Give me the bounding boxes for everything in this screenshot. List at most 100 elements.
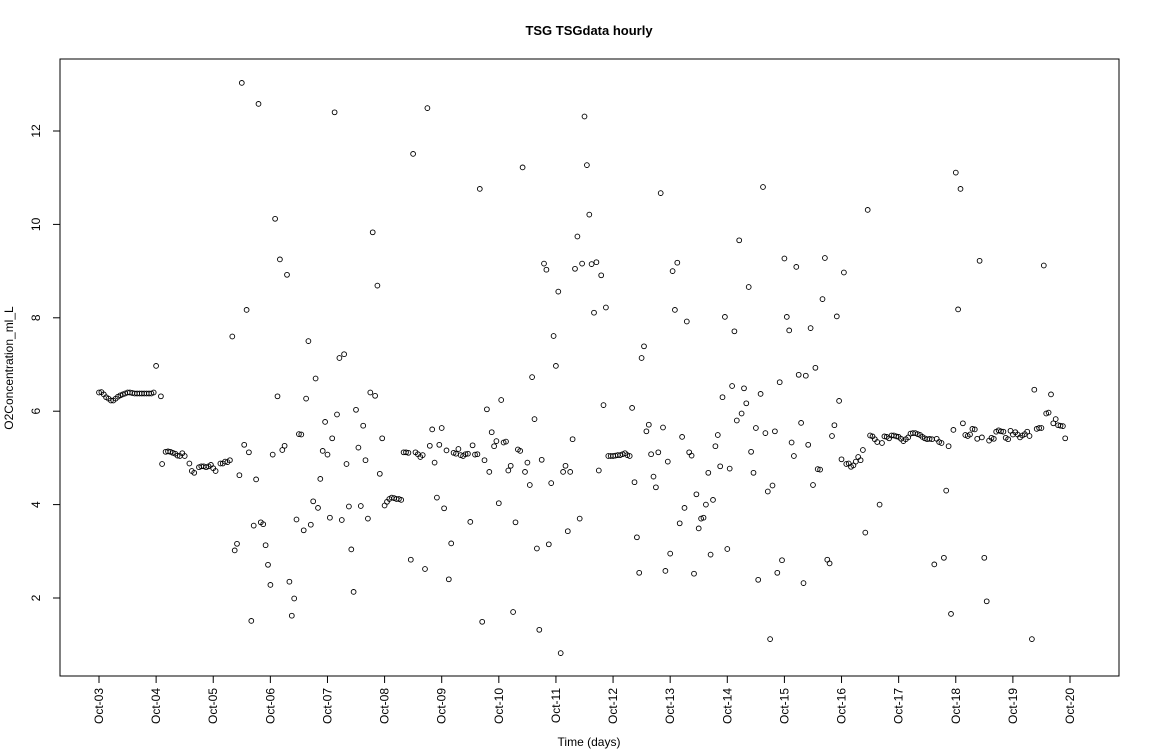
data-point bbox=[791, 453, 797, 459]
data-point bbox=[653, 484, 659, 491]
data-point bbox=[772, 428, 778, 435]
data-point bbox=[574, 233, 581, 240]
data-point bbox=[1024, 428, 1031, 435]
data-point bbox=[979, 434, 985, 441]
data-point bbox=[833, 313, 840, 320]
data-point bbox=[174, 452, 181, 459]
data-point bbox=[786, 327, 793, 334]
x-tick-label: Oct-08 bbox=[378, 688, 392, 724]
data-point bbox=[362, 457, 369, 464]
data-point bbox=[498, 397, 505, 403]
data-point bbox=[484, 406, 490, 413]
data-point bbox=[307, 521, 314, 528]
data-point bbox=[779, 557, 785, 564]
data-point bbox=[584, 162, 590, 168]
data-point bbox=[802, 372, 809, 379]
data-point bbox=[153, 363, 159, 369]
data-point bbox=[662, 568, 669, 574]
data-point bbox=[781, 255, 788, 262]
data-point bbox=[576, 515, 583, 522]
data-point bbox=[598, 272, 605, 279]
data-point bbox=[983, 598, 990, 605]
data-point bbox=[236, 472, 243, 479]
data-point bbox=[545, 541, 552, 548]
data-point bbox=[150, 389, 157, 396]
data-point bbox=[524, 459, 531, 466]
data-point bbox=[774, 569, 781, 576]
data-point bbox=[503, 438, 509, 445]
data-point bbox=[191, 469, 198, 476]
data-point bbox=[762, 430, 769, 436]
data-point bbox=[1048, 391, 1054, 398]
data-point bbox=[941, 554, 947, 561]
data-point bbox=[862, 529, 869, 536]
data-point bbox=[743, 400, 750, 407]
x-axis: Oct-03 Oct-04 Oct-05 Oct-06 Oct-07 Oct-08 Oct-… bbox=[92, 675, 1077, 724]
data-point bbox=[595, 467, 602, 474]
x-tick-label: Oct-15 bbox=[777, 688, 791, 724]
data-point bbox=[748, 448, 754, 455]
data-point bbox=[407, 556, 414, 563]
y-tick-label: 10 bbox=[29, 217, 43, 231]
y-tick-label: 8 bbox=[29, 314, 43, 321]
data-point bbox=[315, 505, 321, 511]
data-point bbox=[757, 391, 764, 397]
data-point bbox=[158, 393, 164, 400]
plot-frame bbox=[59, 58, 1120, 677]
data-point bbox=[317, 476, 324, 482]
data-point bbox=[990, 435, 997, 442]
data-point bbox=[562, 462, 569, 469]
data-point bbox=[260, 521, 267, 528]
data-point bbox=[660, 424, 666, 431]
data-point bbox=[1005, 436, 1011, 443]
data-point bbox=[674, 259, 681, 266]
data-point bbox=[227, 457, 233, 464]
data-point bbox=[645, 421, 652, 428]
data-point bbox=[372, 392, 378, 399]
data-point bbox=[329, 435, 336, 442]
data-point bbox=[952, 169, 959, 176]
data-point bbox=[336, 355, 343, 361]
data-point bbox=[334, 411, 340, 418]
data-point bbox=[1031, 386, 1038, 393]
data-point bbox=[676, 520, 683, 527]
data-point bbox=[769, 482, 776, 489]
data-point bbox=[767, 636, 773, 642]
data-point bbox=[631, 479, 638, 486]
data-point bbox=[353, 406, 359, 413]
data-point bbox=[279, 447, 286, 453]
data-point bbox=[586, 211, 593, 218]
data-point bbox=[300, 527, 307, 534]
data-point bbox=[519, 164, 526, 171]
data-point bbox=[357, 503, 364, 509]
data-point bbox=[788, 439, 795, 446]
data-point bbox=[893, 433, 900, 440]
data-point bbox=[729, 383, 735, 389]
data-point bbox=[465, 450, 471, 457]
data-point bbox=[974, 435, 981, 442]
data-point bbox=[626, 453, 633, 459]
data-point bbox=[248, 618, 255, 624]
data-point bbox=[555, 288, 562, 295]
data-point bbox=[643, 428, 650, 435]
data-point bbox=[443, 447, 450, 454]
data-point bbox=[491, 443, 497, 450]
x-tick-label: Oct-09 bbox=[435, 688, 449, 724]
data-point bbox=[531, 416, 538, 422]
data-point bbox=[348, 546, 355, 553]
data-point bbox=[262, 542, 269, 549]
data-point bbox=[495, 500, 502, 507]
data-point bbox=[957, 186, 964, 192]
data-point bbox=[710, 497, 716, 503]
x-tick-label: Oct-17 bbox=[892, 688, 906, 724]
data-point bbox=[305, 338, 312, 344]
data-point bbox=[1060, 423, 1066, 429]
data-point bbox=[655, 449, 662, 456]
x-tick-label: Oct-07 bbox=[320, 688, 334, 724]
data-point bbox=[403, 449, 409, 456]
data-point bbox=[350, 589, 357, 595]
data-point bbox=[783, 314, 790, 320]
data-point bbox=[472, 451, 478, 458]
data-point bbox=[1057, 422, 1064, 429]
